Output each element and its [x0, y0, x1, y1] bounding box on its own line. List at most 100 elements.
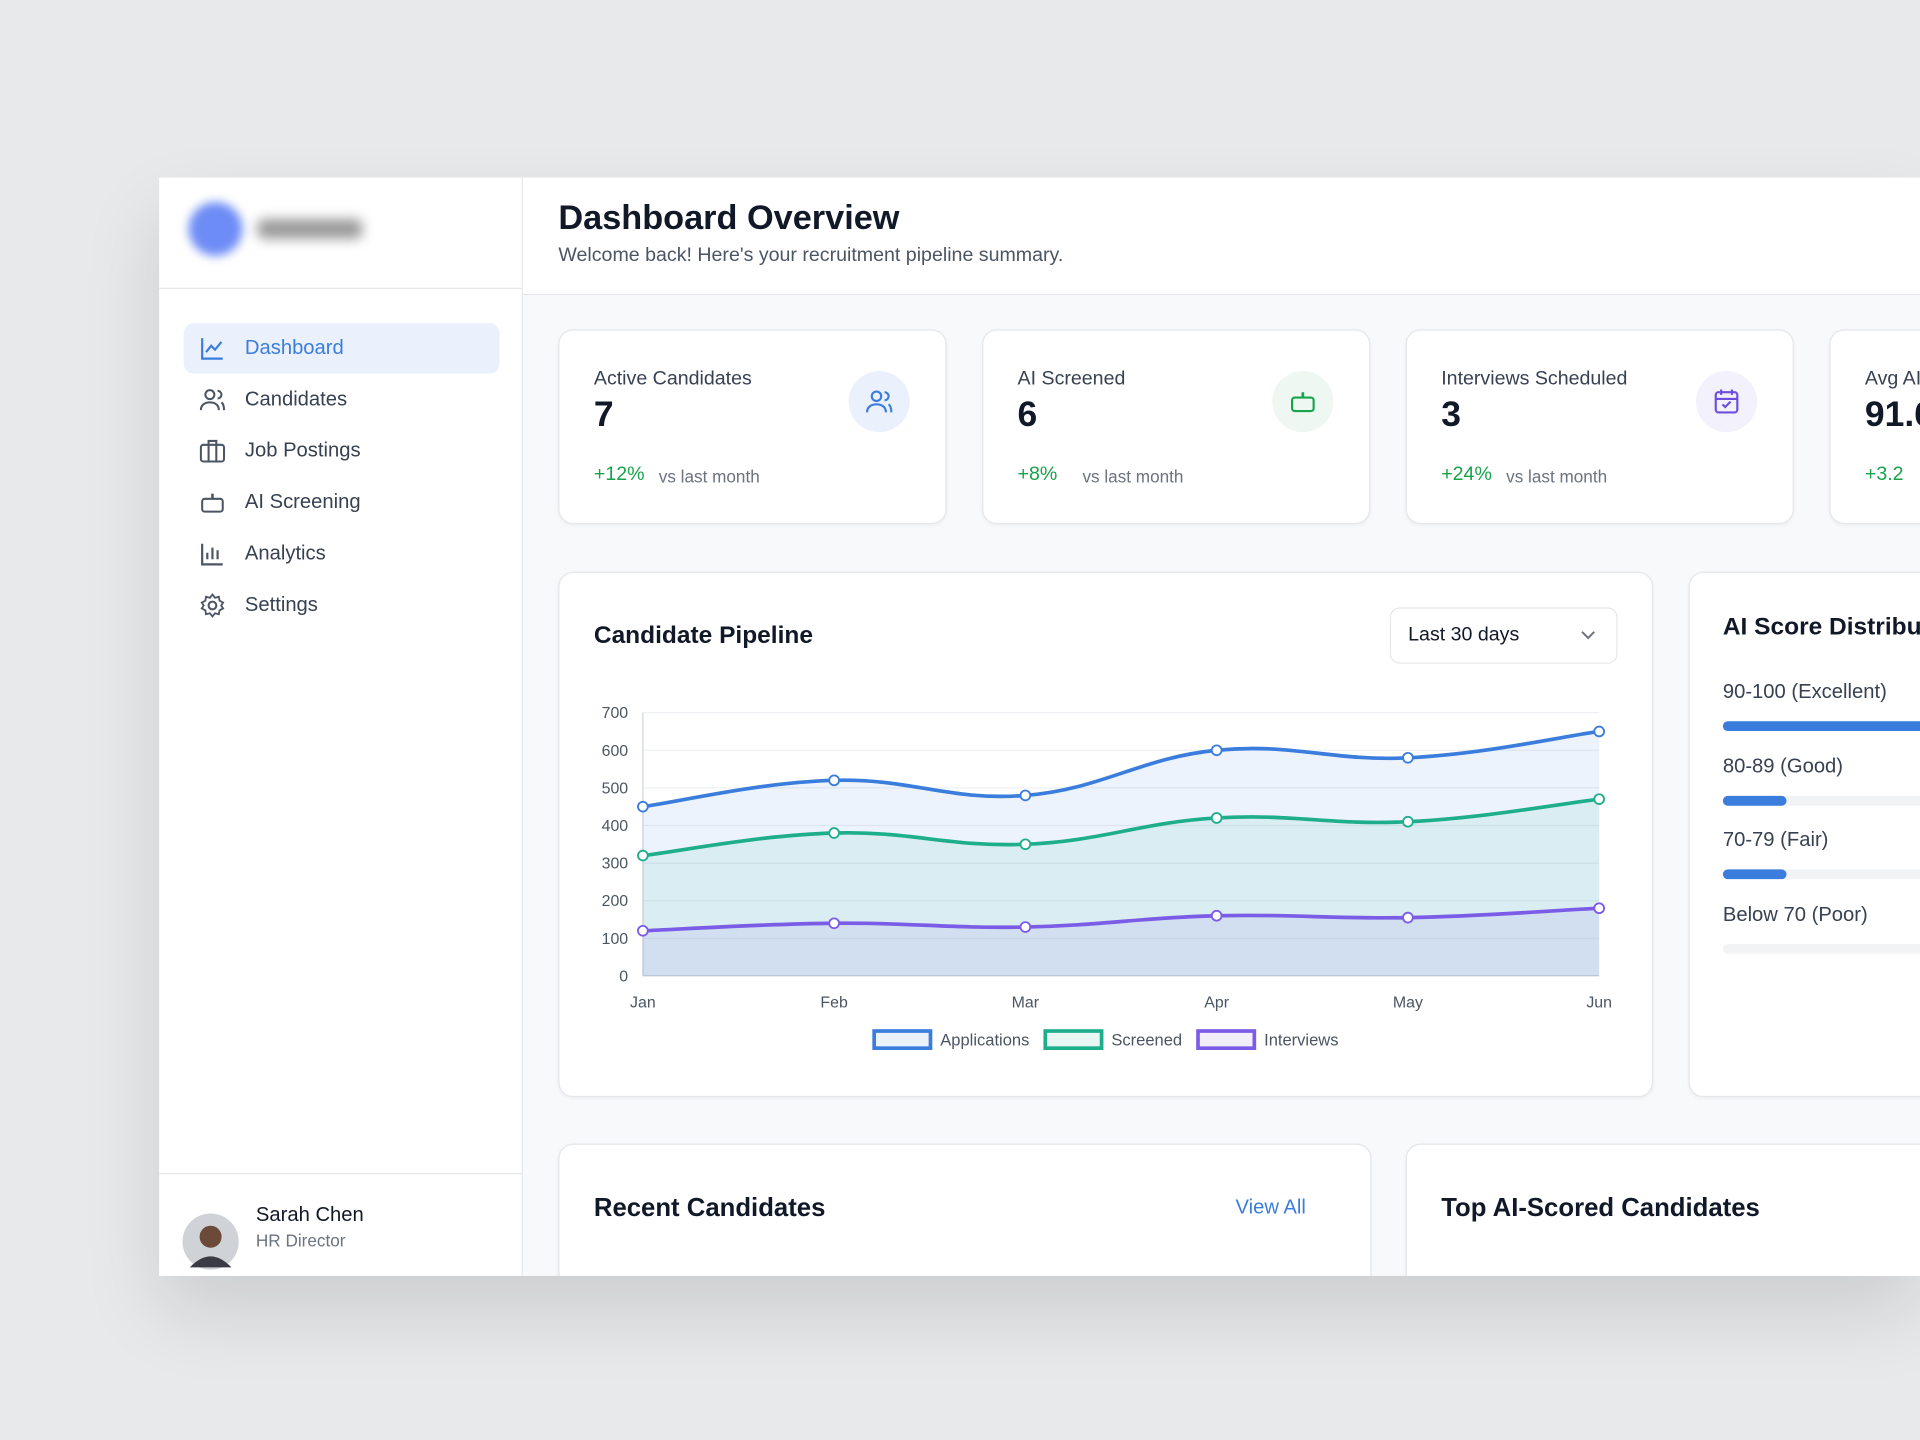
data-point [637, 800, 649, 813]
brand-logo [188, 202, 243, 256]
avatar [182, 1213, 239, 1270]
nav-label: AI Screening [244, 491, 361, 514]
stat-icon [848, 371, 910, 433]
icon [1291, 392, 1315, 413]
stat-change: +24% [1441, 464, 1492, 485]
stat-value: 3 [1441, 395, 1461, 435]
data-point [637, 924, 649, 937]
data-point [1019, 838, 1032, 851]
nav-label: Job Postings [244, 439, 361, 462]
icon [865, 390, 893, 413]
icon [1714, 389, 1739, 414]
legend-label: Applications [940, 1031, 1029, 1050]
distribution-track [1722, 943, 1920, 954]
stat-note: vs last month [658, 466, 760, 487]
nav-icon [201, 493, 224, 513]
stat-label: Avg AI Score [1864, 368, 1920, 390]
legend-swatch [872, 1029, 933, 1050]
nav-item[interactable]: AI Screening [184, 478, 500, 528]
stat-icon [1272, 371, 1334, 433]
window: Sarah Chen HR Director Dashboard Candidat… [159, 177, 1920, 1276]
stat-note: vs last month [1082, 466, 1184, 487]
brand-name [257, 219, 363, 239]
data-point [1210, 744, 1223, 757]
data-point [1210, 909, 1223, 922]
data-point [1402, 751, 1414, 764]
series-line [642, 906, 1600, 933]
nav-label: Dashboard [244, 336, 344, 359]
x-tick-label: Mar [1012, 995, 1040, 1012]
user-name: Sarah Chen [255, 1203, 364, 1226]
legend-swatch [1043, 1029, 1104, 1050]
stat-icon [1695, 371, 1758, 433]
stat-value: 7 [593, 395, 614, 435]
y-tick-label: 0 [619, 968, 628, 985]
distribution-label: Below 70 (Poor) [1722, 903, 1868, 926]
data-point [1019, 789, 1032, 802]
y-tick-label: 300 [602, 856, 629, 873]
data-point [828, 827, 840, 839]
chart: 0 100 200 300 400 500 600 700 Jan Feb Mar Apr May Jun… [602, 705, 1612, 1050]
legend-label: Interviews [1264, 1031, 1338, 1050]
card-title: Recent Candidates [593, 1193, 826, 1223]
top-card: Top AI-Scored Candidates [1405, 1143, 1920, 1276]
x-tick-label: May [1393, 995, 1423, 1012]
distribution-bar [1722, 795, 1787, 806]
user-panel[interactable]: Sarah Chen HR Director [159, 1173, 522, 1276]
data-point [828, 774, 840, 787]
nav-icon [201, 338, 223, 360]
stat-card: Avg AI Score91.6+3.2vs last month [1829, 329, 1920, 525]
x-tick-label: Apr [1204, 995, 1229, 1012]
legend-swatch [1196, 1029, 1257, 1050]
series-area [642, 731, 1600, 976]
distribution-label: 70-79 (Fair) [1722, 828, 1829, 852]
x-tick-label: Jun [1586, 995, 1612, 1012]
data-point [828, 917, 840, 930]
distribution-bar [1722, 721, 1920, 732]
data-point [637, 849, 649, 862]
recent-card: Recent Candidates View All [558, 1143, 1372, 1276]
stat-label: AI Screened [1017, 368, 1126, 390]
data-point [1593, 793, 1606, 805]
nav-item[interactable]: Job Postings [184, 426, 500, 476]
data-point [1019, 921, 1032, 933]
nav-icon [200, 593, 225, 618]
stat-note: vs last month [1506, 466, 1608, 487]
range-select[interactable]: Last 30 days [1389, 607, 1618, 664]
nav-item[interactable]: Dashboard [183, 323, 500, 374]
nav-icon [199, 439, 226, 463]
x-tick-label: Jan [630, 995, 656, 1012]
nav-label: Settings [244, 593, 318, 616]
data-point [1593, 902, 1606, 915]
stat-label: Active Candidates [593, 368, 752, 390]
legend-label: Screened [1111, 1031, 1182, 1050]
data-point [1402, 815, 1414, 828]
y-tick-label: 100 [602, 931, 629, 948]
distribution-track [1722, 795, 1920, 806]
sidebar: Sarah Chen HR Director Dashboard Candidat… [159, 177, 523, 1276]
stat-value: 6 [1017, 395, 1038, 435]
stat-card: AI Screened 6 +8% vs last month [982, 329, 1371, 525]
x-tick-label: Feb [820, 995, 848, 1012]
stat-value: 91.6 [1864, 395, 1920, 435]
data-point [1593, 725, 1606, 738]
nav-icon [199, 389, 226, 411]
nav-item[interactable]: Candidates [184, 375, 500, 425]
view-all-link[interactable]: View All [1235, 1196, 1306, 1219]
page-subtitle: Welcome back! Here's your recruitment pi… [558, 244, 1064, 266]
nav-item[interactable]: Analytics [184, 529, 500, 579]
distribution-track [1722, 869, 1920, 880]
chevron [1581, 631, 1595, 640]
pipeline-card: Candidate Pipeline Last 30 days 0 100 200 3… [558, 571, 1654, 1098]
stat-card: Active Candidates 7 +12% vs last month [558, 329, 947, 525]
nav-item[interactable]: Settings [184, 580, 500, 630]
series-area [642, 799, 1600, 976]
stat-change: +3.2 [1864, 464, 1904, 485]
data-point [1402, 911, 1414, 924]
y-tick-label: 600 [602, 743, 629, 760]
nav-label: Analytics [244, 542, 326, 565]
card-title: AI Score Distribution [1722, 613, 1920, 641]
y-tick-label: 200 [602, 893, 629, 910]
